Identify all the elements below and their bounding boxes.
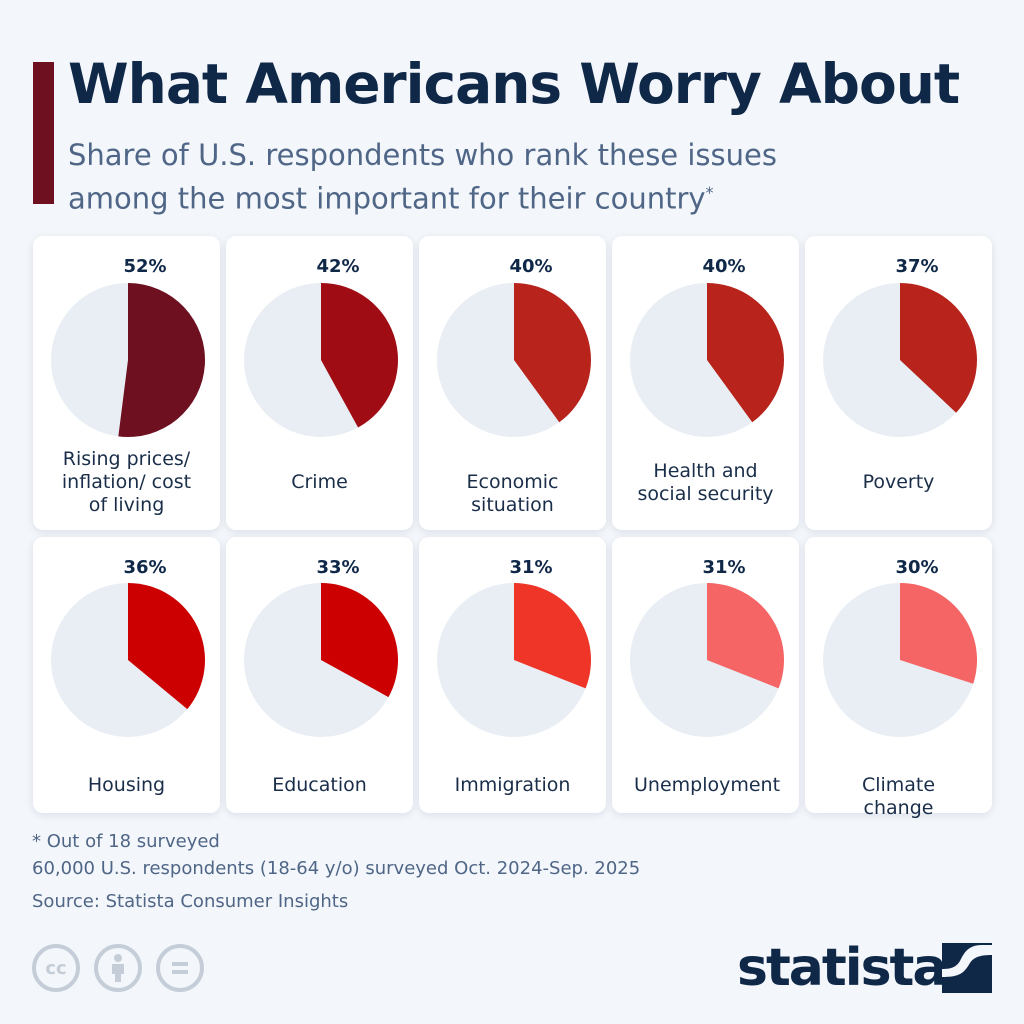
percent-label: 36% <box>123 557 167 578</box>
accent-bar <box>33 62 54 204</box>
category-label: Housing <box>87 773 166 796</box>
no-derivatives-icon[interactable] <box>156 944 204 992</box>
pie-slice <box>128 583 205 710</box>
footnote-mark: * <box>705 183 714 202</box>
percent-label: 30% <box>895 557 939 578</box>
pie-slice <box>321 283 398 428</box>
percent-label: 33% <box>316 557 360 578</box>
category-label: Rising prices/ inflation/ cost of living <box>61 448 192 516</box>
statista-logo-mark <box>942 943 992 993</box>
pie-slice <box>707 583 784 689</box>
pie-card: 36% Housing <box>33 537 220 813</box>
pie-card: 52% Rising prices/ inflation/ cost of liv… <box>33 236 220 530</box>
pie-chart <box>630 283 784 437</box>
percent-label: 31% <box>702 557 746 578</box>
pie-card: 33% Education <box>226 537 413 813</box>
statista-logo[interactable]: statista <box>737 938 947 998</box>
pie-chart <box>244 583 398 737</box>
pie-chart <box>437 283 591 437</box>
pie-slice <box>118 283 205 437</box>
percent-label: 42% <box>316 256 360 277</box>
pie-slice <box>514 583 591 689</box>
subtitle: Share of U.S. respondents who rank these… <box>68 136 868 218</box>
pie-slice <box>321 583 398 698</box>
footnote: * Out of 18 surveyed <box>32 831 220 852</box>
pie-card: 40% Health and social security <box>612 236 799 530</box>
pie-card: 31% Unemployment <box>612 537 799 813</box>
page-title: What Americans Worry About <box>68 52 960 116</box>
pie-chart <box>823 283 977 437</box>
category-label: Economic situation <box>466 471 559 516</box>
pie-chart <box>823 583 977 737</box>
category-label: Health and social security <box>637 459 774 505</box>
category-label: Unemployment <box>634 773 781 796</box>
percent-label: 40% <box>509 256 553 277</box>
category-label: Education <box>272 773 367 796</box>
pie-chart <box>244 283 398 437</box>
pie-slice <box>900 283 977 413</box>
category-label: Immigration <box>454 773 571 796</box>
percent-label: 52% <box>123 256 167 277</box>
footnotes: * Out of 18 surveyed 60,000 U.S. respond… <box>32 828 640 915</box>
pie-chart <box>630 583 784 737</box>
pie-card: 31% Immigration <box>419 537 606 813</box>
pie-card: 37% Poverty <box>805 236 992 530</box>
cc-icon[interactable]: cc <box>32 944 80 992</box>
survey-info: 60,000 U.S. respondents (18-64 y/o) surv… <box>32 858 641 879</box>
pie-card: 30% Climate change <box>805 537 992 819</box>
pie-chart <box>51 283 205 437</box>
source: Source: Statista Consumer Insights <box>32 891 349 912</box>
pie-chart <box>51 583 205 737</box>
pie-card: 42% Crime <box>226 236 413 530</box>
attribution-icon[interactable] <box>94 944 142 992</box>
category-label: Poverty <box>862 471 935 493</box>
percent-label: 40% <box>702 256 746 277</box>
pie-card: 40% Economic situation <box>419 236 606 530</box>
percent-label: 37% <box>895 256 939 277</box>
percent-label: 31% <box>509 557 553 578</box>
pie-slice <box>900 583 977 684</box>
category-label: Crime <box>291 471 348 493</box>
pie-slice <box>514 283 591 423</box>
pie-chart <box>437 583 591 737</box>
subtitle-text: Share of U.S. respondents who rank these… <box>68 138 777 216</box>
category-label: Climate change <box>861 773 936 819</box>
pie-slice <box>707 283 784 423</box>
